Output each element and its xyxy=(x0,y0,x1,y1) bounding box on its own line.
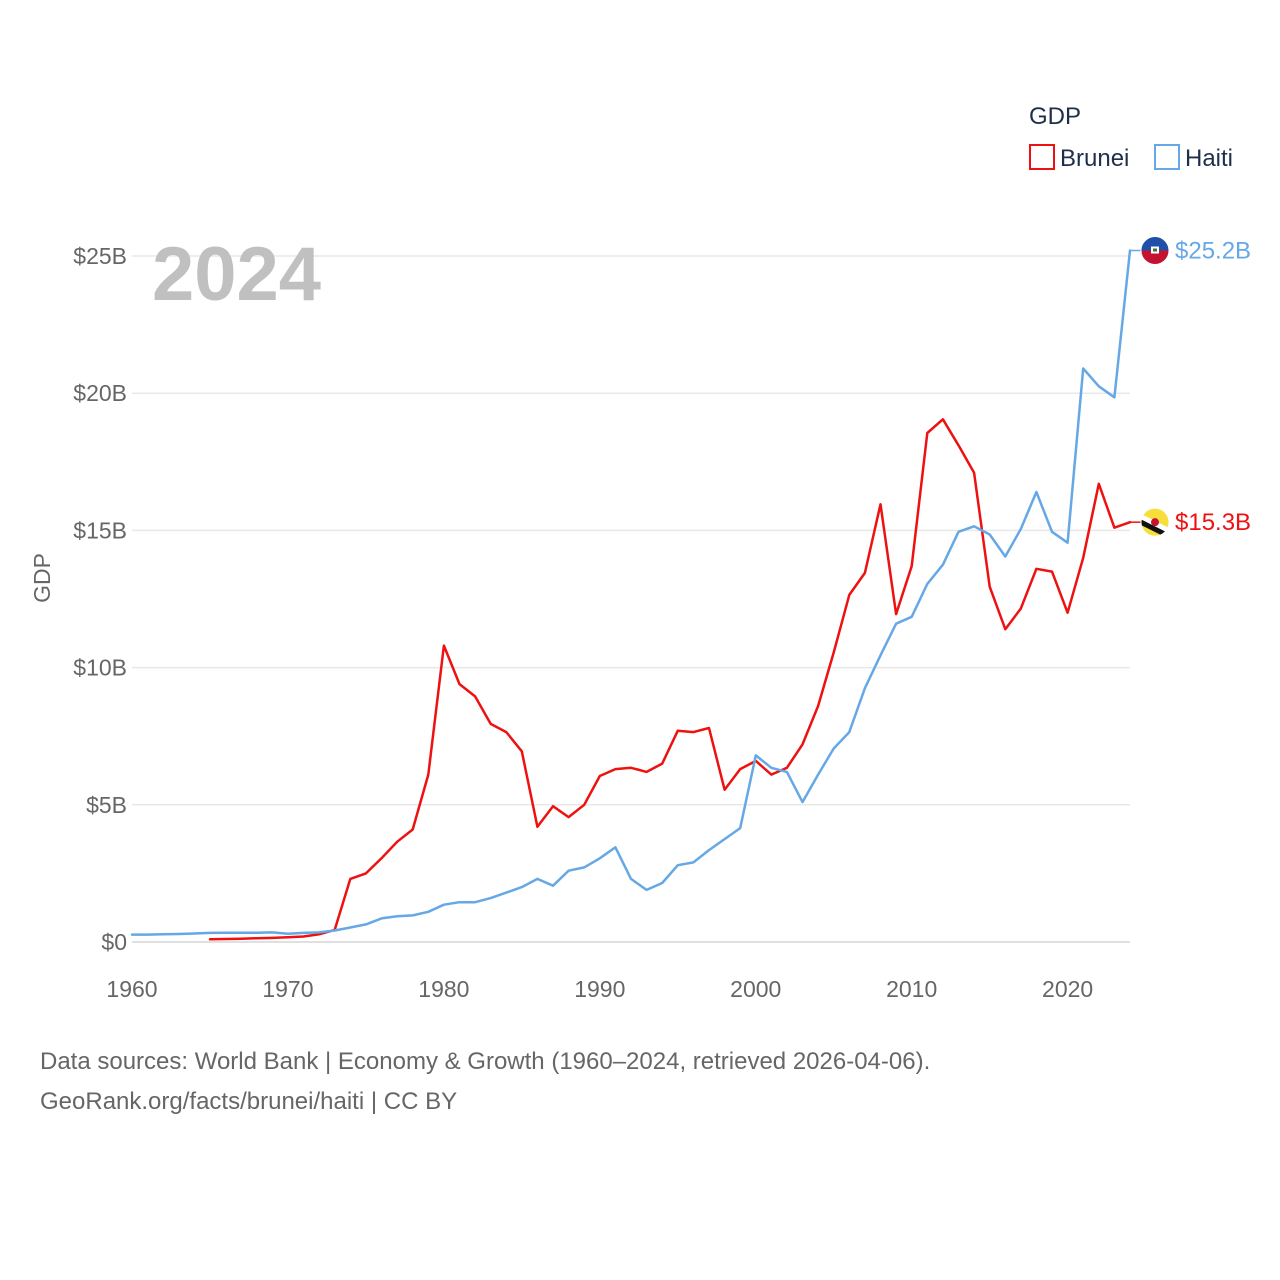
x-tick-label: 1970 xyxy=(262,976,313,1002)
brunei-flag-icon xyxy=(1140,507,1170,537)
y-axis-title: GDP xyxy=(29,553,55,603)
y-tick-label: $25B xyxy=(73,243,127,269)
end-value-label-brunei: $15.3B xyxy=(1175,509,1251,536)
legend-item-brunei[interactable]: Brunei xyxy=(1029,144,1129,172)
y-tick-label: $20B xyxy=(73,380,127,406)
x-tick-label: 2010 xyxy=(886,976,937,1002)
legend-item-haiti[interactable]: Haiti xyxy=(1154,144,1233,172)
data-source-note: Data sources: World Bank | Economy & Gro… xyxy=(40,1048,931,1075)
y-tick-label: $5B xyxy=(86,792,127,818)
legend-label-haiti: Haiti xyxy=(1185,145,1233,172)
series-end-markers: $15.3B $25.2B xyxy=(1130,236,1251,537)
y-tick-label: $15B xyxy=(73,517,127,543)
legend-swatch-haiti xyxy=(1154,144,1180,170)
y-tick-label: $10B xyxy=(73,655,127,681)
x-tick-label: 1960 xyxy=(106,976,157,1002)
x-tick-label: 1980 xyxy=(418,976,469,1002)
y-tick-label: $0 xyxy=(101,929,127,955)
series-lines xyxy=(130,249,1132,941)
x-axis: 1960 1970 1980 1990 2000 2010 2020 xyxy=(106,976,1093,1002)
series-line-brunei[interactable] xyxy=(208,418,1132,941)
chart-footer: Data sources: World Bank | Economy & Gro… xyxy=(40,1042,930,1122)
grid-lines xyxy=(132,255,1130,943)
highlight-year-label: 2024 xyxy=(152,232,321,317)
legend-label-brunei: Brunei xyxy=(1060,145,1129,172)
source-link[interactable]: GeoRank.org/facts/brunei/haiti | CC BY xyxy=(40,1088,458,1115)
x-tick-label: 2020 xyxy=(1042,976,1093,1002)
end-value-label-haiti: $25.2B xyxy=(1175,238,1251,265)
legend-swatch-brunei xyxy=(1029,144,1055,170)
series-line-haiti[interactable] xyxy=(130,249,1132,936)
x-tick-label: 1990 xyxy=(574,976,625,1002)
haiti-flag-icon xyxy=(1140,236,1170,266)
y-axis: $0 $5B $10B $15B $20B $25B xyxy=(73,243,127,955)
x-tick-label: 2000 xyxy=(730,976,781,1002)
legend: GDP Brunei Haiti xyxy=(1029,103,1233,172)
gdp-line-chart: 2024 GDP $0$5B$10B$15B$20B$25B 1960 1970 1… xyxy=(29,103,1251,1002)
legend-title: GDP xyxy=(1029,103,1081,130)
